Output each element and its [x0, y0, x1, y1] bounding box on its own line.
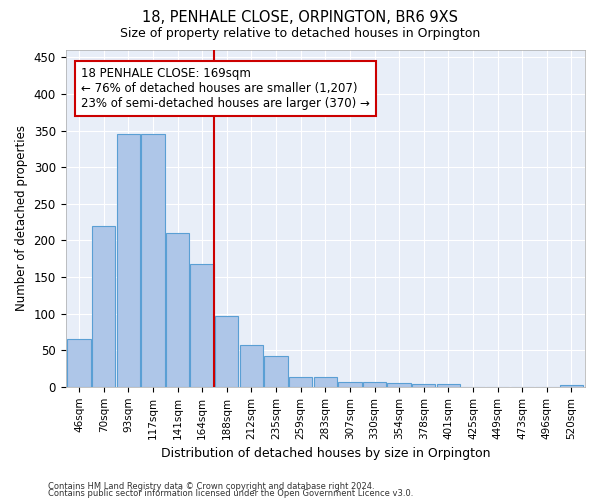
- Bar: [560, 384, 583, 387]
- Text: Contains public sector information licensed under the Open Government Licence v3: Contains public sector information licen…: [48, 490, 413, 498]
- Y-axis label: Number of detached properties: Number of detached properties: [15, 126, 28, 312]
- Bar: [92, 226, 115, 387]
- Bar: [67, 339, 91, 387]
- Text: 18 PENHALE CLOSE: 169sqm
← 76% of detached houses are smaller (1,207)
23% of sem: 18 PENHALE CLOSE: 169sqm ← 76% of detach…: [81, 67, 370, 110]
- Bar: [388, 383, 411, 387]
- Text: 18, PENHALE CLOSE, ORPINGTON, BR6 9XS: 18, PENHALE CLOSE, ORPINGTON, BR6 9XS: [142, 10, 458, 25]
- Bar: [363, 382, 386, 387]
- Bar: [412, 384, 436, 387]
- Bar: [240, 345, 263, 387]
- X-axis label: Distribution of detached houses by size in Orpington: Distribution of detached houses by size …: [161, 447, 490, 460]
- Bar: [314, 378, 337, 387]
- Bar: [265, 356, 288, 387]
- Text: Size of property relative to detached houses in Orpington: Size of property relative to detached ho…: [120, 28, 480, 40]
- Bar: [289, 378, 313, 387]
- Bar: [166, 233, 189, 387]
- Bar: [190, 264, 214, 387]
- Bar: [437, 384, 460, 387]
- Bar: [141, 134, 164, 387]
- Bar: [215, 316, 238, 387]
- Text: Contains HM Land Registry data © Crown copyright and database right 2024.: Contains HM Land Registry data © Crown c…: [48, 482, 374, 491]
- Bar: [338, 382, 362, 387]
- Bar: [116, 134, 140, 387]
